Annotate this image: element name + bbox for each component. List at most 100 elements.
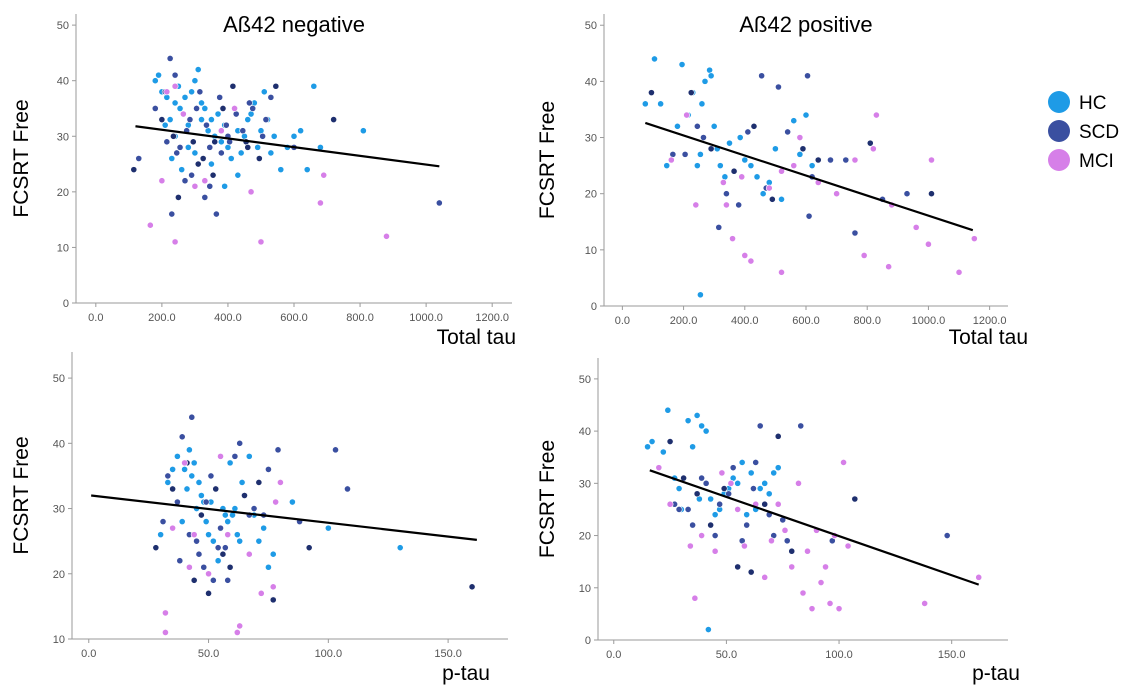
- data-point-scd: [186, 116, 194, 123]
- data-point-mci: [691, 594, 699, 602]
- data-point-scd: [747, 568, 755, 576]
- data-point-mci: [761, 573, 769, 581]
- data-point-hc: [226, 459, 234, 467]
- legend-label-scd: SCD: [1079, 122, 1119, 143]
- legend: HC SCD MCI: [1048, 91, 1119, 172]
- data-point-mci: [667, 156, 675, 164]
- data-point-scd: [206, 143, 214, 151]
- data-point-mci: [860, 252, 868, 259]
- data-point-scd: [255, 155, 263, 162]
- data-point-hc: [176, 105, 184, 112]
- data-point-scd: [262, 116, 270, 123]
- y-tick-label: 0: [63, 298, 69, 310]
- data-point-scd: [707, 145, 715, 153]
- data-point-scd: [330, 116, 338, 123]
- data-point-scd: [435, 199, 443, 207]
- data-point-hc: [221, 182, 229, 190]
- data-point-mci: [885, 263, 893, 271]
- data-point-scd: [804, 72, 811, 80]
- data-point-scd: [775, 83, 782, 91]
- data-point-hc: [269, 550, 277, 558]
- y-tick-label: 10: [53, 634, 65, 646]
- data-point-hc: [664, 406, 672, 414]
- data-point-scd: [199, 155, 207, 162]
- data-point-hc: [698, 100, 706, 108]
- y-tick-label: 10: [57, 242, 69, 254]
- x-tick-label: 0.0: [88, 312, 103, 324]
- data-point-hc: [303, 166, 311, 174]
- legend-entry-hc: HC: [1048, 91, 1106, 114]
- data-point-mci: [719, 179, 727, 186]
- data-point-mci: [718, 469, 726, 477]
- data-point-hc: [202, 518, 210, 525]
- data-point-mci: [191, 182, 199, 190]
- data-point-hc: [693, 412, 701, 419]
- y-tick-label: 30: [585, 133, 597, 145]
- data-point-hc: [765, 179, 773, 186]
- data-point-mci: [799, 589, 807, 597]
- data-point-mci: [781, 526, 789, 534]
- data-point-mci: [146, 221, 154, 229]
- x-tick-label: 50.0: [716, 649, 737, 661]
- y-tick-label: 20: [53, 569, 65, 581]
- data-point-scd: [176, 143, 184, 151]
- data-point-mci: [833, 190, 841, 198]
- data-point-hc: [706, 66, 713, 74]
- data-point-hc: [204, 127, 212, 135]
- data-point-hc: [197, 492, 205, 499]
- y-tick-label: 50: [57, 20, 69, 32]
- data-point-hc: [168, 155, 176, 162]
- data-point-scd: [943, 532, 951, 539]
- data-point-hc: [190, 459, 198, 467]
- y-tick-label: 30: [57, 131, 69, 143]
- data-point-scd: [689, 521, 697, 529]
- data-point-scd: [221, 544, 229, 552]
- data-point-mci: [655, 464, 663, 472]
- data-point-scd: [226, 563, 234, 571]
- data-point-mci: [162, 609, 169, 617]
- data-point-scd: [193, 537, 200, 545]
- data-point-scd: [274, 446, 282, 454]
- data-point-scd: [783, 537, 791, 545]
- data-point-scd: [231, 452, 239, 460]
- data-point-hc: [217, 138, 225, 146]
- data-point-scd: [246, 99, 253, 107]
- data-point-hc: [697, 150, 704, 158]
- data-point-mci: [257, 589, 265, 597]
- y-tick-label: 40: [53, 438, 65, 450]
- data-point-mci: [320, 171, 328, 179]
- data-point-mci: [711, 547, 719, 555]
- data-point-hc: [657, 100, 665, 108]
- data-point-scd: [188, 171, 196, 179]
- data-point-scd: [669, 150, 677, 158]
- data-point-mci: [808, 605, 816, 613]
- data-point-hc: [166, 116, 174, 123]
- data-point-scd: [209, 576, 217, 584]
- data-point-hc: [178, 518, 186, 525]
- data-point-scd: [729, 464, 737, 472]
- legend-label-mci: MCI: [1079, 151, 1114, 172]
- data-point-hc: [221, 511, 229, 519]
- y-tick-label: 50: [579, 374, 591, 386]
- data-point-hc: [181, 466, 188, 473]
- data-point-mci: [317, 199, 324, 207]
- data-point-scd: [236, 439, 244, 447]
- data-point-hc: [707, 495, 715, 503]
- y-tick-label: 0: [591, 301, 597, 313]
- data-point-mci: [231, 105, 238, 112]
- data-point-hc: [194, 66, 202, 73]
- data-point-mci: [774, 500, 782, 508]
- data-point-mci: [970, 235, 978, 243]
- data-point-hc: [796, 150, 804, 158]
- data-point-hc: [743, 511, 751, 519]
- data-point-scd: [784, 128, 792, 136]
- data-point-scd: [723, 190, 730, 198]
- data-point-mci: [921, 600, 929, 607]
- data-point-mci: [698, 532, 706, 539]
- regression-line: [649, 469, 980, 586]
- data-point-scd: [758, 72, 766, 80]
- x-tick-label: 1200.0: [973, 315, 1007, 327]
- data-point-hc: [396, 544, 404, 552]
- data-point-hc: [741, 156, 749, 164]
